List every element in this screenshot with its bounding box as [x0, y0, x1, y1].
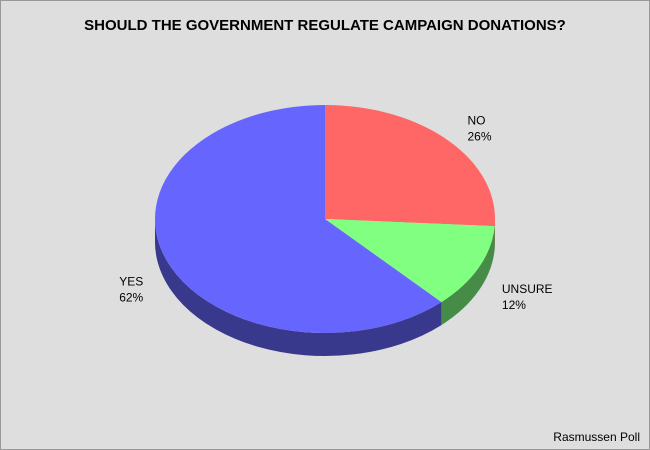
chart-title: SHOULD THE GOVERNMENT REGULATE CAMPAIGN …	[84, 17, 566, 34]
slice-label: UNSURE	[502, 282, 553, 296]
source-note: Rasmussen Poll	[553, 430, 640, 444]
slice-label: YES	[119, 274, 143, 288]
slice-side	[441, 226, 495, 326]
pie-slice	[325, 105, 495, 227]
slice-value-label: 62%	[119, 290, 143, 304]
slice-value-label: 26%	[468, 129, 492, 143]
pie-slice	[155, 105, 442, 333]
slice-side	[155, 219, 442, 356]
slice-label: NO	[468, 113, 486, 127]
slice-value-label: 12%	[502, 298, 526, 312]
pie-slice	[325, 219, 495, 303]
